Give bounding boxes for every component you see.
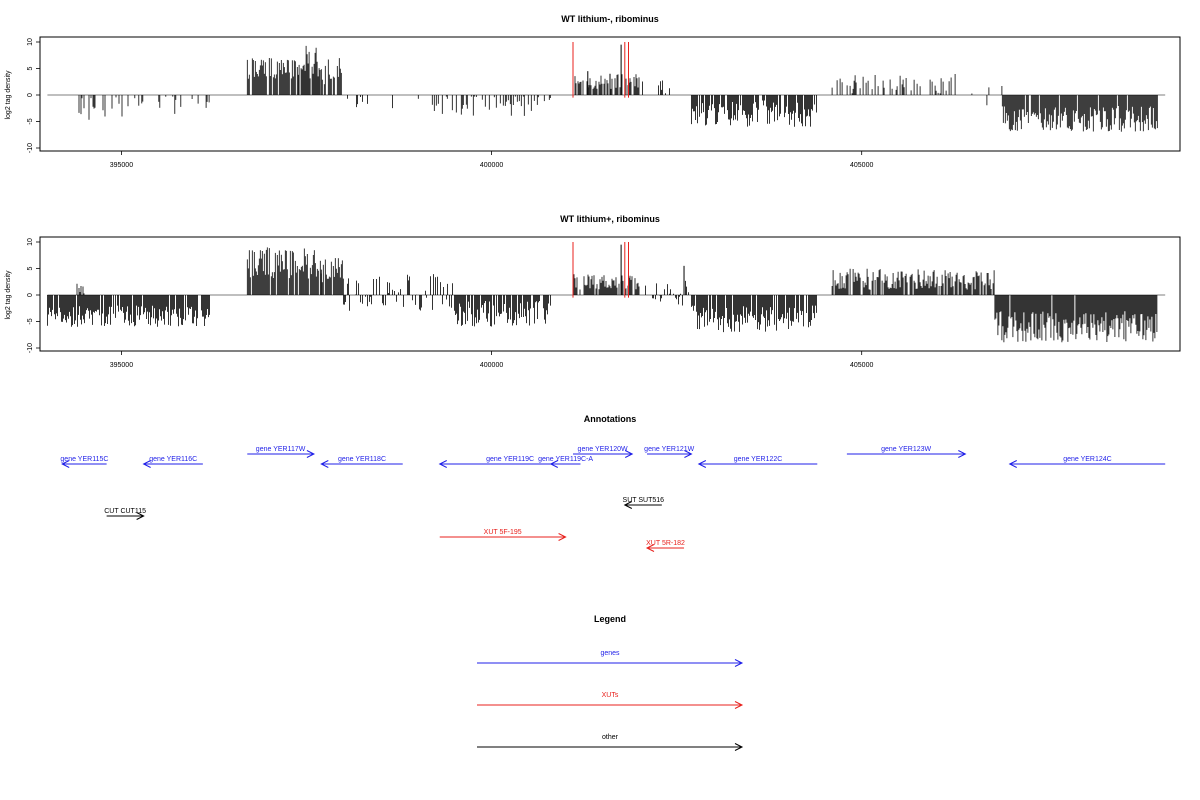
panel-title: WT lithium+, ribominus xyxy=(560,214,660,224)
x-axis: 395000 400000 405000 xyxy=(110,151,873,169)
y-tick-label: 5 xyxy=(27,66,34,70)
feature-label: gene YER121W xyxy=(644,446,694,453)
feature-arrowhead xyxy=(558,533,567,541)
bar-layer xyxy=(47,244,1166,343)
annotation-feature: gene YER120W xyxy=(572,446,634,458)
feature-label: gene YER118C xyxy=(338,456,386,463)
feature-label: gene YER122C xyxy=(734,456,783,463)
feature-arrowhead xyxy=(624,450,634,458)
y-tick-label: -5 xyxy=(27,318,34,324)
legend: Legend genes XUTs other xyxy=(477,614,744,751)
feature-label: gene YER119C-A xyxy=(538,456,593,463)
density-panel-lithium-minus: WT lithium-, ribominus log2 tag density … xyxy=(5,14,1181,169)
feature-arrowhead xyxy=(1008,460,1017,468)
legend-arrowhead xyxy=(734,743,744,751)
annotation-feature: XUT 5R-182 xyxy=(645,540,685,552)
feature-arrowhead xyxy=(136,512,145,520)
y-tick-label: -10 xyxy=(27,343,34,353)
annotation-feature: SUT SUT516 xyxy=(623,497,665,509)
feature-label: XUT 5R-182 xyxy=(646,540,685,547)
feature-arrowhead xyxy=(142,460,151,468)
feature-arrowhead xyxy=(645,544,655,552)
feature-label: gene YER124C xyxy=(1063,456,1112,463)
x-tick-label: 395000 xyxy=(110,362,133,369)
feature-arrowhead xyxy=(306,450,316,458)
annotation-feature: CUT CUT115 xyxy=(104,508,146,520)
feature-label: gene YER119C xyxy=(486,456,534,463)
feature-arrowhead xyxy=(623,501,633,509)
panel-title: WT lithium-, ribominus xyxy=(561,14,659,24)
y-tick-label: 10 xyxy=(27,38,34,46)
x-axis: 395000 400000 405000 xyxy=(110,351,873,369)
x-tick-label: 405000 xyxy=(850,362,873,369)
annotation-feature: gene YER119C-A xyxy=(538,456,593,468)
legend-label: other xyxy=(602,734,619,741)
annotations-title: Annotations xyxy=(584,414,637,424)
annotation-feature: XUT 5F-195 xyxy=(439,529,567,541)
feature-arrowhead xyxy=(549,460,559,468)
y-axis: 10 5 0 -5 -10 xyxy=(27,38,40,153)
legend-entry: XUTs xyxy=(477,692,744,709)
y-axis-label: log2 tag density xyxy=(5,70,12,120)
y-tick-label: 5 xyxy=(27,266,34,270)
legend-entry: other xyxy=(477,734,744,751)
feature-arrowhead xyxy=(697,460,707,468)
feature-label: gene YER120W xyxy=(578,446,628,453)
annotation-feature: gene YER118C xyxy=(320,456,403,468)
feature-arrowhead xyxy=(320,460,329,468)
y-tick-label: -10 xyxy=(27,143,34,153)
y-tick-label: -5 xyxy=(27,118,34,124)
marker-layer xyxy=(572,42,630,98)
feature-label: gene YER123W xyxy=(881,446,931,453)
density-panel-lithium-plus: WT lithium+, ribominus log2 tag density … xyxy=(5,214,1181,369)
y-tick-label: 0 xyxy=(27,93,34,97)
x-tick-label: 405000 xyxy=(850,162,873,169)
feature-label: CUT CUT115 xyxy=(104,508,146,515)
marker-layer xyxy=(572,242,630,298)
x-tick-label: 400000 xyxy=(480,162,503,169)
feature-arrowhead xyxy=(438,460,447,468)
legend-arrowhead xyxy=(734,659,744,667)
y-tick-label: 0 xyxy=(27,293,34,297)
annotation-feature: gene YER124C xyxy=(1008,456,1166,468)
feature-label: gene YER115C xyxy=(60,456,108,463)
annotation-feature: gene YER121W xyxy=(644,446,695,458)
annotation-feature: gene YER122C xyxy=(697,456,818,468)
feature-arrowhead xyxy=(684,450,693,458)
x-tick-label: 400000 xyxy=(480,362,503,369)
feature-label: XUT 5F-195 xyxy=(484,529,522,536)
plot-frame xyxy=(39,36,1181,152)
x-tick-label: 395000 xyxy=(110,162,133,169)
legend-entries: genes XUTs other xyxy=(477,650,744,751)
annotation-feature: gene YER123W xyxy=(846,446,967,458)
plot-frame xyxy=(39,236,1181,352)
legend-label: genes xyxy=(600,650,620,657)
feature-label: gene YER117W xyxy=(256,446,306,453)
feature-layer: gene YER115C gene YER116C gene YER117W gene… xyxy=(60,446,1166,552)
feature-label: gene YER116C xyxy=(149,456,197,463)
annotation-feature: gene YER116C xyxy=(142,456,203,468)
y-axis: 10 5 0 -5 -10 xyxy=(27,238,40,353)
feature-arrowhead xyxy=(61,460,70,468)
y-tick-label: 10 xyxy=(27,238,34,246)
legend-title: Legend xyxy=(594,614,626,624)
annotation-feature: gene YER115C xyxy=(60,456,108,468)
legend-arrowhead xyxy=(734,701,744,709)
feature-label: SUT SUT516 xyxy=(623,497,665,504)
annotation-feature: gene YER117W xyxy=(247,446,316,458)
legend-entry: genes xyxy=(477,650,744,667)
annotation-track: Annotations gene YER115C gene YER116Cgene… xyxy=(60,414,1166,552)
bar-layer xyxy=(47,44,1166,132)
feature-arrowhead xyxy=(958,450,967,458)
legend-label: XUTs xyxy=(602,692,619,699)
y-axis-label: log2 tag density xyxy=(5,270,12,320)
